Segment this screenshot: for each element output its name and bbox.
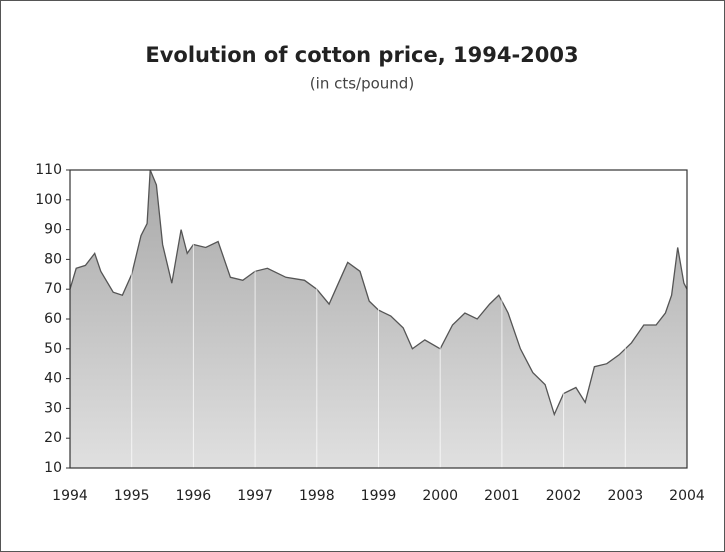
x-tick-label: 2003 xyxy=(607,488,643,504)
x-tick-label: 1995 xyxy=(114,488,150,504)
x-tick-label: 1999 xyxy=(361,488,397,504)
x-tick-label: 1998 xyxy=(299,488,335,504)
y-tick-label: 100 xyxy=(35,192,62,208)
chart-title: Evolution of cotton price, 1994-2003 xyxy=(145,43,578,67)
y-tick-label: 10 xyxy=(44,460,62,476)
chart-subtitle: (in cts/pound) xyxy=(310,75,414,93)
y-tick-label: 80 xyxy=(44,251,62,267)
y-tick-label: 50 xyxy=(44,341,62,357)
y-tick-label: 60 xyxy=(44,311,62,327)
y-tick-label: 70 xyxy=(44,281,62,297)
y-tick-label: 30 xyxy=(44,400,62,416)
x-tick-label: 1996 xyxy=(176,488,212,504)
y-tick-label: 20 xyxy=(44,430,62,446)
x-tick-label: 2004 xyxy=(669,488,705,504)
y-tick-label: 90 xyxy=(44,222,62,238)
x-tick-label: 1994 xyxy=(52,488,88,504)
x-tick-label: 2002 xyxy=(546,488,582,504)
x-tick-label: 1997 xyxy=(237,488,273,504)
y-tick-label: 40 xyxy=(44,371,62,387)
y-tick-label: 110 xyxy=(35,162,62,178)
x-tick-label: 2000 xyxy=(422,488,458,504)
plot-frame xyxy=(69,169,688,469)
x-tick-label: 2001 xyxy=(484,488,520,504)
